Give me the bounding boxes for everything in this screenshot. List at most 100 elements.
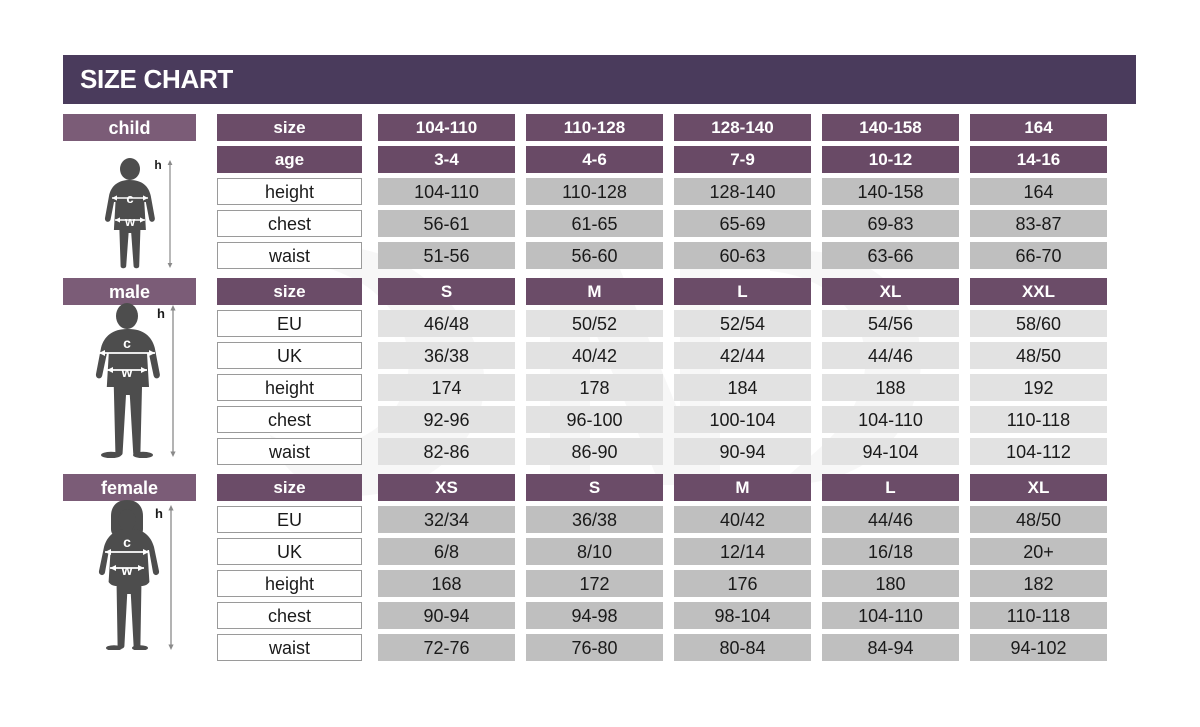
column-header-cell: M	[526, 278, 663, 305]
value-cell: 104-110	[378, 178, 515, 205]
size-table-grid: child size 104-110 110-128 128-140 140-158 164…	[63, 114, 1136, 666]
value-cell: 44/46	[822, 506, 959, 533]
value-cell: 40/42	[526, 342, 663, 369]
value-cell: 94-104	[822, 438, 959, 465]
value-cell: 76-80	[526, 634, 663, 661]
value-cell: 110-128	[526, 178, 663, 205]
value-cell: 52/54	[674, 310, 811, 337]
row-label-waist: waist	[217, 242, 362, 269]
value-cell: 86-90	[526, 438, 663, 465]
value-cell: 58/60	[970, 310, 1107, 337]
value-cell: 61-65	[526, 210, 663, 237]
row-label-height: height	[217, 570, 362, 597]
value-cell: 48/50	[970, 342, 1107, 369]
row-label-chest: chest	[217, 210, 362, 237]
table-row: height 168 172 176 180 182	[63, 570, 1136, 597]
row-header-age: age	[217, 146, 362, 173]
value-cell: 46/48	[378, 310, 515, 337]
column-header-cell: XXL	[970, 278, 1107, 305]
value-cell: 51-56	[378, 242, 515, 269]
table-row: male size S M L XL XXL	[63, 278, 1136, 305]
column-header-cell: XL	[822, 278, 959, 305]
figure-waist-label: w	[121, 562, 133, 578]
table-row: UK 36/38 40/42 42/44 44/46 48/50	[63, 342, 1136, 369]
value-cell: 72-76	[378, 634, 515, 661]
value-cell: 60-63	[674, 242, 811, 269]
value-cell: 172	[526, 570, 663, 597]
column-header-cell: S	[526, 474, 663, 501]
value-cell: 56-60	[526, 242, 663, 269]
value-cell: 84-94	[822, 634, 959, 661]
row-label-chest: chest	[217, 602, 362, 629]
category-chip-male: male	[63, 278, 196, 305]
child-body-figure: c w h	[104, 158, 173, 269]
column-header-cell: 10-12	[822, 146, 959, 173]
column-header-cell: 110-128	[526, 114, 663, 141]
value-cell: 174	[378, 374, 515, 401]
category-chip-female: female	[63, 474, 196, 501]
value-cell: 40/42	[674, 506, 811, 533]
child-body-figure-container: c w h	[90, 158, 200, 270]
value-cell: 182	[970, 570, 1107, 597]
row-label-waist: waist	[217, 634, 362, 661]
table-row: child size 104-110 110-128 128-140 140-158 164	[63, 114, 1136, 141]
figure-height-label: h	[154, 158, 161, 172]
value-cell: 104-112	[970, 438, 1107, 465]
table-row: chest 92-96 96-100 100-104 104-110 110-118	[63, 406, 1136, 433]
value-cell: 188	[822, 374, 959, 401]
column-header-cell: M	[674, 474, 811, 501]
value-cell: 94-98	[526, 602, 663, 629]
female-body-figure-container: c w h	[85, 498, 200, 650]
value-cell: 63-66	[822, 242, 959, 269]
table-row: age 3-4 4-6 7-9 10-12 14-16	[63, 146, 1136, 173]
value-cell: 65-69	[674, 210, 811, 237]
column-header-cell: 164	[970, 114, 1107, 141]
table-row: chest 90-94 94-98 98-104 104-110 110-118	[63, 602, 1136, 629]
value-cell: 104-110	[822, 406, 959, 433]
figure-waist-label: w	[121, 364, 133, 380]
row-header-size: size	[217, 474, 362, 501]
value-cell: 184	[674, 374, 811, 401]
column-header-cell: 14-16	[970, 146, 1107, 173]
table-row: waist 72-76 76-80 80-84 84-94 94-102	[63, 634, 1136, 661]
figure-chest-label: c	[126, 191, 133, 206]
value-cell: 32/34	[378, 506, 515, 533]
value-cell: 48/50	[970, 506, 1107, 533]
row-label-UK: UK	[217, 538, 362, 565]
value-cell: 164	[970, 178, 1107, 205]
column-header-cell: L	[674, 278, 811, 305]
value-cell: 104-110	[822, 602, 959, 629]
value-cell: 82-86	[378, 438, 515, 465]
table-row: chest 56-61 61-65 65-69 69-83 83-87	[63, 210, 1136, 237]
value-cell: 168	[378, 570, 515, 597]
value-cell: 80-84	[674, 634, 811, 661]
value-cell: 110-118	[970, 406, 1107, 433]
column-header-cell: 140-158	[822, 114, 959, 141]
value-cell: 16/18	[822, 538, 959, 565]
figure-waist-label: w	[124, 214, 136, 229]
table-row: height 174 178 184 188 192	[63, 374, 1136, 401]
category-chip-child: child	[63, 114, 196, 141]
row-header-size: size	[217, 114, 362, 141]
value-cell: 42/44	[674, 342, 811, 369]
value-cell: 96-100	[526, 406, 663, 433]
table-row: height 104-110 110-128 128-140 140-158 164	[63, 178, 1136, 205]
row-label-height: height	[217, 178, 362, 205]
chart-header-band: SIZE CHART	[63, 55, 1136, 104]
row-label-height: height	[217, 374, 362, 401]
value-cell: 90-94	[378, 602, 515, 629]
row-label-EU: EU	[217, 310, 362, 337]
column-header-cell: S	[378, 278, 515, 305]
table-row: female size XS S M L XL	[63, 474, 1136, 501]
value-cell: 69-83	[822, 210, 959, 237]
value-cell: 140-158	[822, 178, 959, 205]
table-row: EU 46/48 50/52 52/54 54/56 58/60	[63, 310, 1136, 337]
column-header-cell: XL	[970, 474, 1107, 501]
value-cell: 98-104	[674, 602, 811, 629]
column-header-cell: L	[822, 474, 959, 501]
value-cell: 50/52	[526, 310, 663, 337]
row-header-size: size	[217, 278, 362, 305]
table-row: UK 6/8 8/10 12/14 16/18 20+	[63, 538, 1136, 565]
value-cell: 176	[674, 570, 811, 597]
